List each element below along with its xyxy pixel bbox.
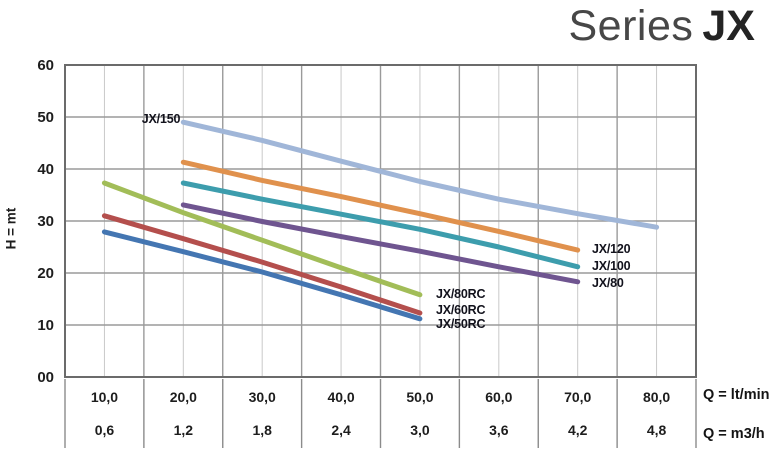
- pump-curve-jx-80: [180, 202, 581, 285]
- x-tick-m3h: 4,8: [646, 422, 667, 438]
- x-tick-m3h: 2,4: [331, 422, 351, 438]
- pump-curve-jx-50rc: [101, 229, 423, 322]
- pump-curve-jx-100: [180, 180, 581, 270]
- x-tick-m3h: 0,6: [94, 422, 115, 438]
- chart-title-series-text: Series: [568, 2, 694, 50]
- pump-curve-jx-150: [180, 119, 660, 230]
- x-tick-m3h: 4,2: [567, 422, 588, 438]
- y-tick-label: 10: [37, 316, 54, 334]
- x-axis-unit-m3h: Q = m3/h: [703, 426, 765, 442]
- series-label-jx-120: JX/120: [592, 242, 631, 256]
- y-tick-label: 20: [37, 264, 54, 282]
- series-label-jx-60rc: JX/60RC: [436, 303, 486, 317]
- y-tick-label: 60: [37, 56, 54, 74]
- x-tick-m3h: 3,0: [410, 422, 430, 438]
- pump-curve-jx-80rc: [101, 180, 423, 298]
- chart-title: Series JX: [569, 2, 756, 50]
- x-tick-ltmin: 50,0: [406, 389, 434, 405]
- series-label-jx-80rc: JX/80RC: [436, 287, 486, 301]
- x-axis-unit-ltmin: Q = lt/min: [703, 387, 770, 403]
- pump-curve-jx-120: [180, 159, 581, 253]
- x-tick-m3h: 1,2: [173, 422, 194, 438]
- x-tick-m3h: 3,6: [489, 422, 509, 438]
- y-tick-label: 50: [37, 108, 54, 126]
- y-tick-label: 00: [37, 368, 54, 386]
- chart-title-model-text: JX: [702, 2, 755, 50]
- plot-border: [64, 64, 697, 378]
- series-label-jx-50rc: JX/50RC: [436, 317, 486, 331]
- x-tick-ltmin: 40,0: [327, 389, 355, 405]
- x-tick-ltmin: 80,0: [642, 389, 671, 405]
- y-tick-label: 30: [37, 212, 54, 230]
- x-tick-ltmin: 70,0: [564, 389, 592, 405]
- x-tick-m3h: 1,8: [252, 422, 272, 438]
- x-tick-ltmin: 60,0: [485, 389, 513, 405]
- y-axis-title: H = mt: [3, 207, 19, 250]
- x-tick-ltmin: 30,0: [248, 389, 276, 405]
- series-label-jx-150: JX/150: [141, 112, 181, 126]
- x-tick-ltmin: 10,0: [90, 389, 119, 405]
- pump-curve-jx-60rc: [101, 213, 423, 316]
- series-label-jx-100: JX/100: [592, 259, 631, 273]
- x-tick-ltmin: 20,0: [169, 389, 197, 405]
- series-label-jx-80: JX/80: [592, 276, 624, 290]
- y-tick-label: 40: [37, 160, 54, 178]
